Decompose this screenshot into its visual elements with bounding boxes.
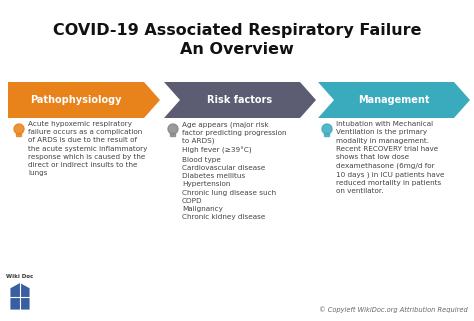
- Text: © Copyleft WikiDoc.org Attribution Required: © Copyleft WikiDoc.org Attribution Requi…: [319, 306, 468, 313]
- Text: Intubation with Mechanical
Ventilation is the primary
modality in management.
Re: Intubation with Mechanical Ventilation i…: [336, 121, 445, 194]
- Polygon shape: [164, 82, 316, 118]
- Polygon shape: [10, 282, 30, 310]
- Polygon shape: [8, 82, 160, 118]
- Text: Wiki Doc: Wiki Doc: [6, 273, 34, 279]
- Text: Age appears (major risk
factor predicting progression
to ARDS)
High fever (≥39°C: Age appears (major risk factor predictin…: [182, 121, 286, 220]
- Bar: [17, 133, 21, 135]
- Circle shape: [322, 124, 332, 134]
- Circle shape: [168, 124, 178, 134]
- Polygon shape: [318, 82, 470, 118]
- Text: Pathophysiology: Pathophysiology: [30, 95, 122, 105]
- Circle shape: [14, 124, 24, 134]
- Text: COVID-19 Associated Respiratory Failure: COVID-19 Associated Respiratory Failure: [53, 23, 421, 39]
- Bar: [325, 133, 329, 135]
- Text: Management: Management: [358, 95, 430, 105]
- Text: Acute hypoxemic respiratory
failure occurs as a complication
of ARDS is due to t: Acute hypoxemic respiratory failure occu…: [28, 121, 147, 177]
- Bar: [171, 133, 175, 135]
- Text: Risk factors: Risk factors: [208, 95, 273, 105]
- Text: An Overview: An Overview: [180, 41, 294, 56]
